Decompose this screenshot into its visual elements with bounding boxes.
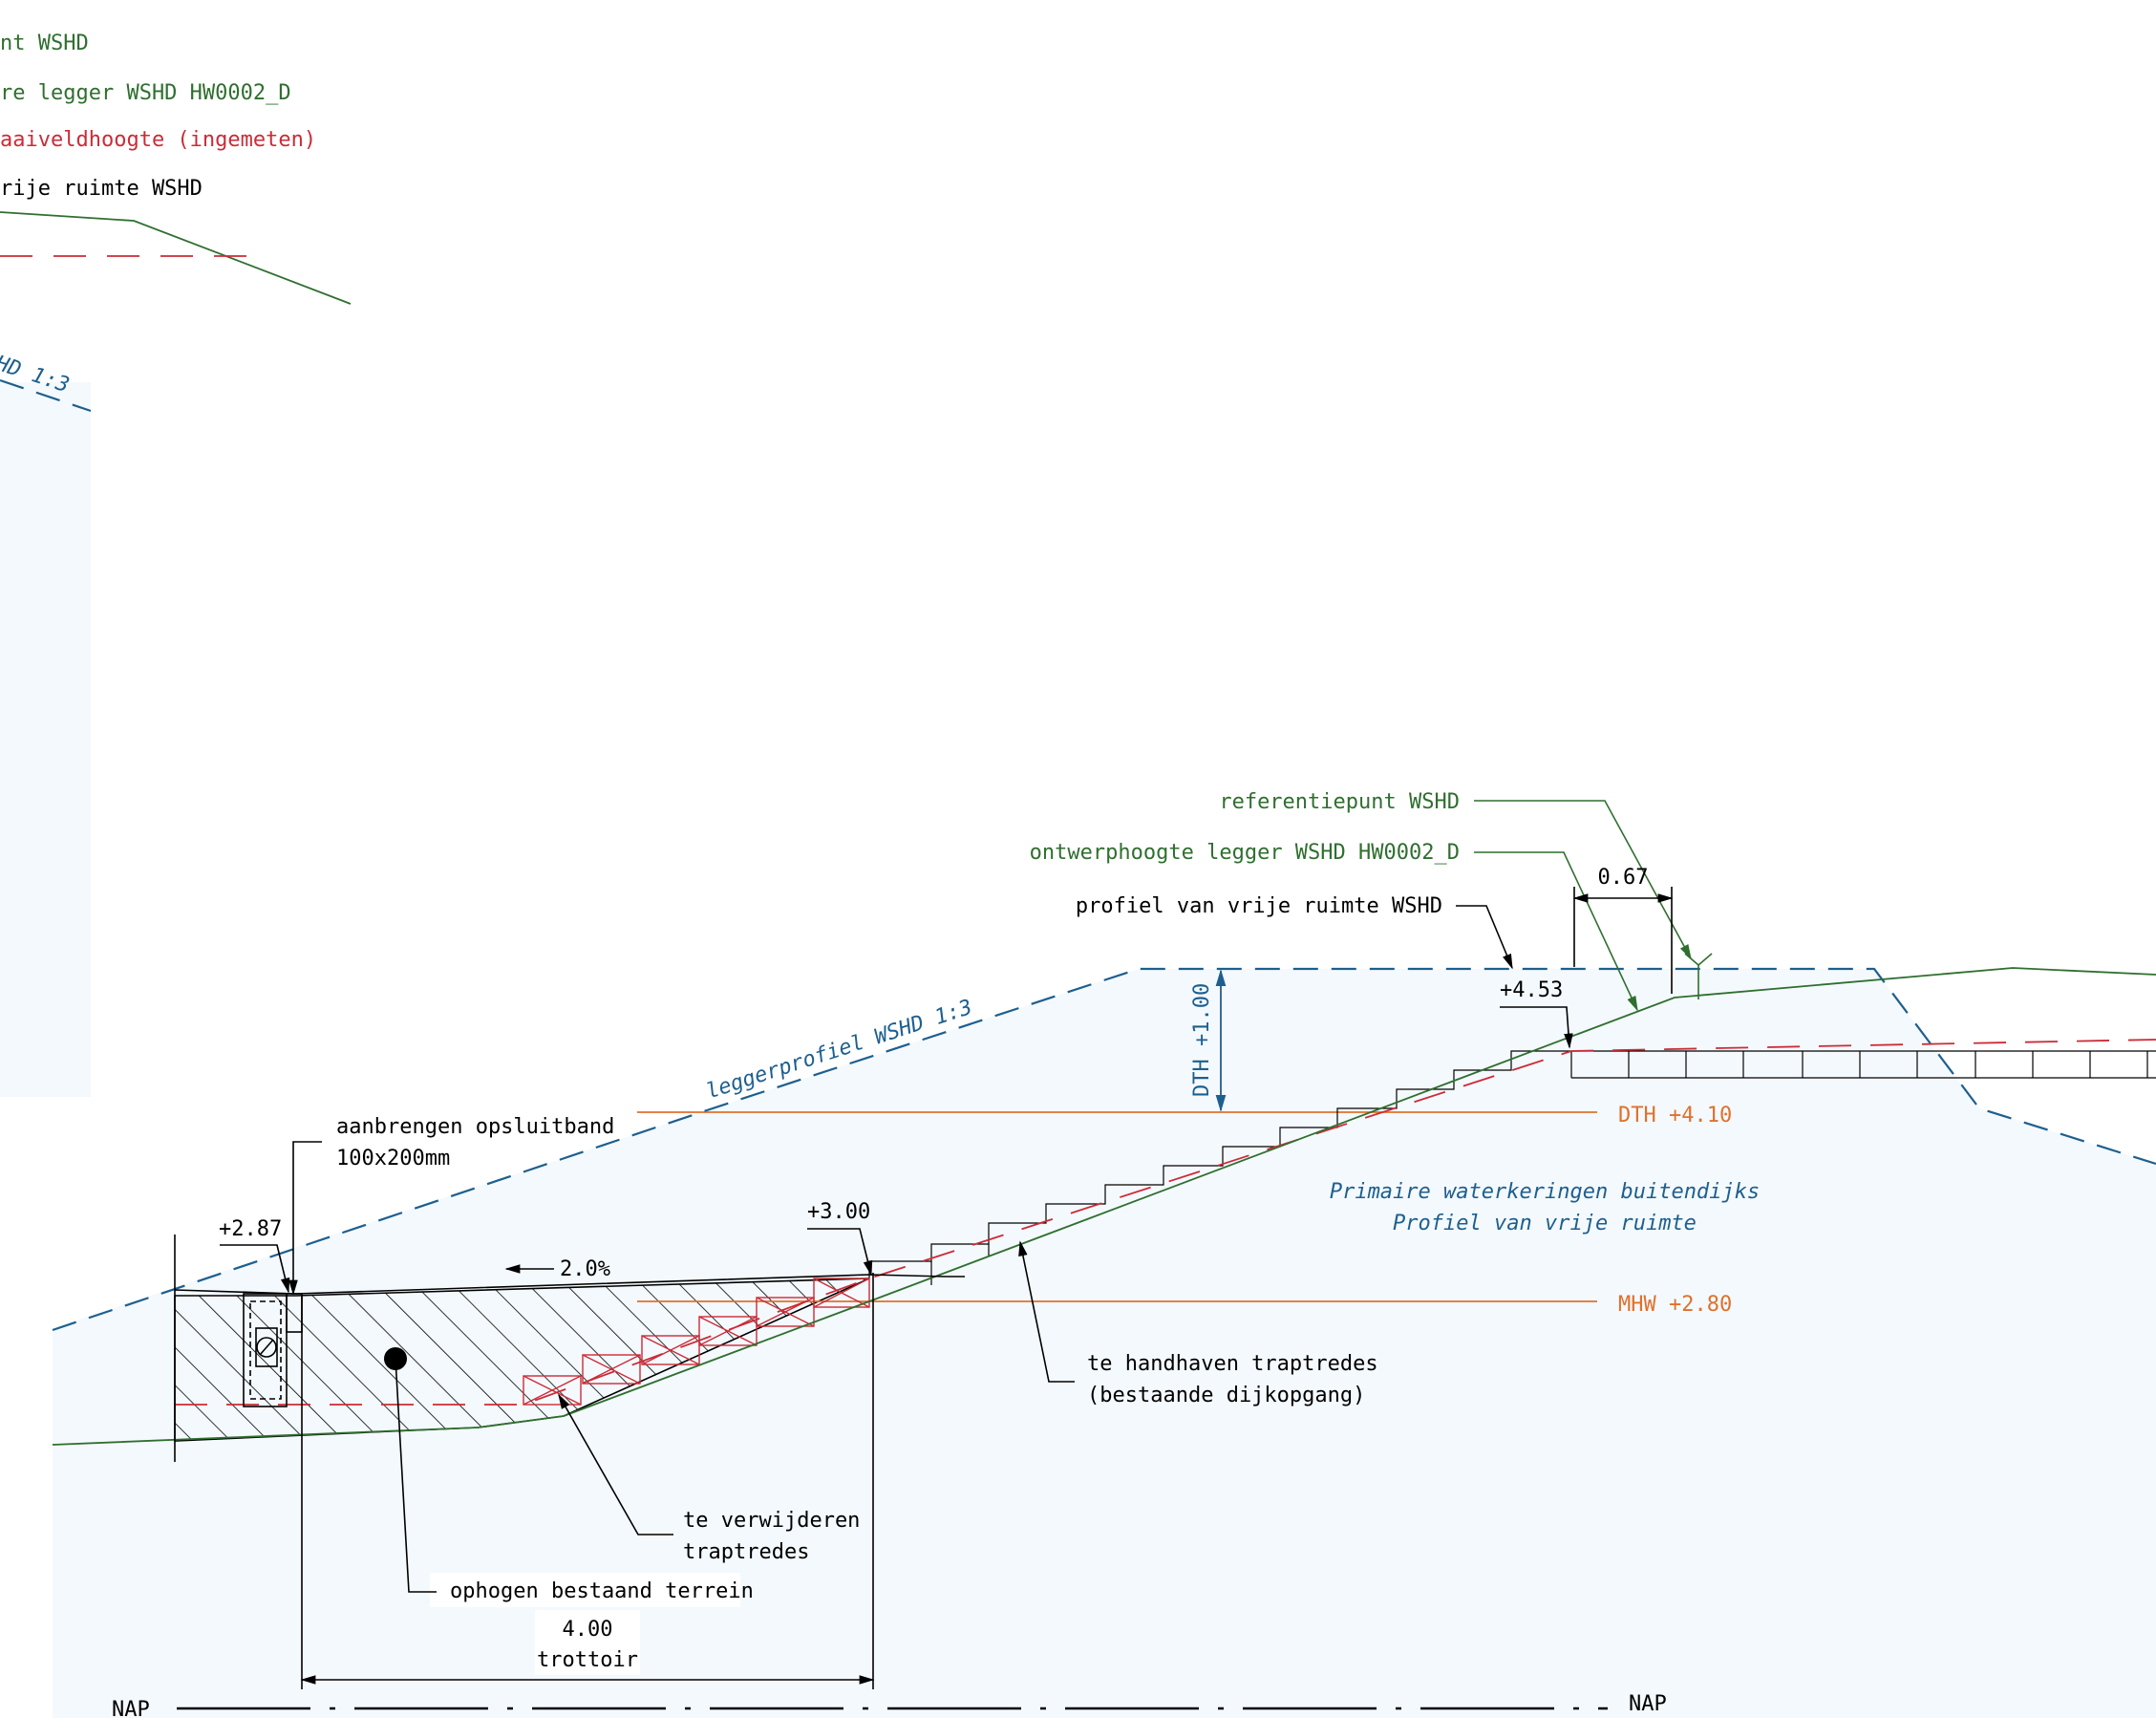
legend-ontwerphoogte: re legger WSHD HW0002_D bbox=[0, 81, 291, 105]
opsluitband-label-line1: aanbrengen opsluitband bbox=[336, 1115, 614, 1139]
nap-right-label: NAP bbox=[1629, 1692, 1667, 1716]
handhaven-label-line1: te handhaven traptredes bbox=[1087, 1352, 1378, 1376]
level-453-leader bbox=[1500, 1006, 1573, 1049]
slope-label: 2.0% bbox=[560, 1257, 610, 1281]
dim-067 bbox=[1572, 887, 1674, 994]
inset-green-line bbox=[0, 211, 352, 305]
profiel-vrije-ruimte-leader bbox=[1456, 905, 1513, 970]
profiel-vrije-ruimte-label: profiel van vrije ruimte WSHD bbox=[1076, 894, 1442, 918]
handhaven-leader bbox=[1018, 1240, 1075, 1383]
level-300-label: +3.00 bbox=[807, 1200, 870, 1224]
ontwerphoogte-leader bbox=[1474, 851, 1638, 1012]
ontwerphoogte-line bbox=[52, 967, 2156, 1446]
ophogen-label-bg bbox=[430, 1573, 740, 1607]
level-287-leader bbox=[220, 1244, 290, 1294]
referentiepunt-symbol bbox=[1684, 953, 1713, 999]
ophogen-leader bbox=[395, 1358, 437, 1593]
inset-fill-region bbox=[0, 382, 91, 1097]
referentiepunt-leader bbox=[1474, 800, 1692, 960]
legend-vrije-ruimte: rije ruimte WSHD bbox=[0, 177, 203, 201]
ontwerphoogte-label: ontwerphoogte legger WSHD HW0002_D bbox=[1030, 841, 1460, 865]
referentiepunt-label: referentiepunt WSHD bbox=[1219, 790, 1460, 814]
verwijderen-label-line1: te verwijderen bbox=[683, 1509, 860, 1533]
level-300-leader bbox=[807, 1228, 873, 1277]
dim-400 bbox=[300, 1273, 875, 1689]
maaiveld-line bbox=[175, 1039, 2156, 1406]
opsluitband-label-line2: 100x200mm bbox=[336, 1147, 450, 1170]
verwijderen-label-line2: traptredes bbox=[683, 1540, 809, 1564]
inset-blue-dashed-line bbox=[0, 378, 92, 413]
legend-maaiveld: aaiveldhoogte (ingemeten) bbox=[0, 128, 316, 152]
verwijderen-leader bbox=[558, 1393, 673, 1535]
region-label-line2: Profiel van vrije ruimte bbox=[1393, 1212, 1697, 1235]
dth-plus-label: DTH +1.00 bbox=[1190, 983, 1214, 1097]
level-287-label: +2.87 bbox=[219, 1217, 282, 1241]
level-453-label: +4.53 bbox=[1500, 978, 1563, 1002]
inset-partial: nt WSHD re legger WSHD HW0002_D aaiveldh… bbox=[0, 32, 352, 1097]
handhaven-label-line2: (bestaande dijkopgang) bbox=[1087, 1384, 1365, 1407]
dim-400-label: 4.00 bbox=[563, 1618, 613, 1642]
legend-referentiepunt: nt WSHD bbox=[0, 32, 89, 55]
opsluitband-leader bbox=[288, 1141, 322, 1296]
trottoir-label: trottoir bbox=[537, 1648, 638, 1672]
dth-level-label: DTH +4.10 bbox=[1618, 1104, 1732, 1127]
region-label-line1: Primaire waterkeringen buitendijks bbox=[1330, 1180, 1760, 1204]
legger-profile-line bbox=[52, 967, 2156, 1332]
vrije-ruimte-region bbox=[53, 969, 2156, 1718]
nap-left-label: NAP bbox=[112, 1698, 150, 1718]
dim-067-label: 0.67 bbox=[1598, 866, 1649, 890]
ophogen-label: ophogen bestaand terrein bbox=[450, 1579, 754, 1603]
mhw-level-label: MHW +2.80 bbox=[1618, 1293, 1732, 1317]
dim-400-label-bg bbox=[535, 1610, 640, 1675]
